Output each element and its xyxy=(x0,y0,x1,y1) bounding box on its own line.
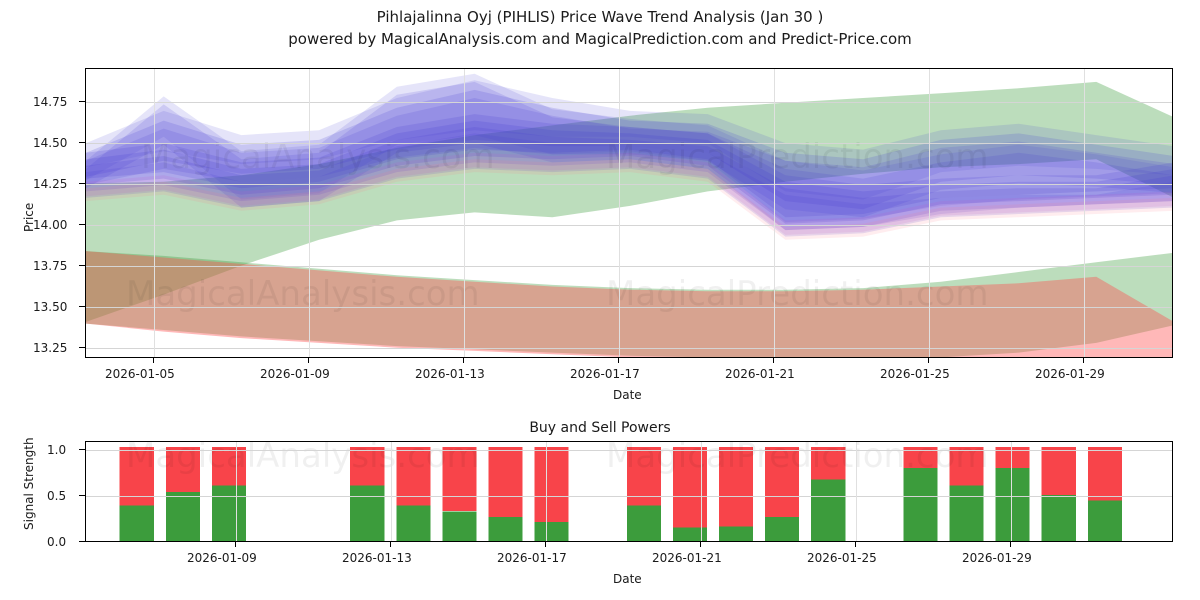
xtick-mark xyxy=(390,542,391,547)
gridline-v xyxy=(236,442,237,541)
xtick-mark xyxy=(545,542,546,547)
signal-strength-axis-label: Signal Strength xyxy=(22,437,36,530)
xtick-mark xyxy=(1010,542,1011,547)
ytick-mark xyxy=(79,541,85,542)
powers-plot-area: MagicalAnalysis.com MagicalPrediction.co… xyxy=(85,441,1173,542)
powers-xtick-1: 2026-01-13 xyxy=(342,551,412,565)
powers-xtick-5: 2026-01-29 xyxy=(962,551,1032,565)
powers-xtick-4: 2026-01-25 xyxy=(807,551,877,565)
gridline-v xyxy=(929,69,930,357)
gridline-h xyxy=(86,496,1172,497)
ytick-mark xyxy=(79,142,85,143)
powers-xtick-0: 2026-01-09 xyxy=(187,551,257,565)
gridline-v xyxy=(774,69,775,357)
powers-xtick-2: 2026-01-17 xyxy=(497,551,567,565)
price-chart-panel: Price 14.75 14.50 14.25 14.00 13.75 13.5… xyxy=(22,68,1173,402)
price-xtick-1: 2026-01-09 xyxy=(260,367,330,381)
gridline-v xyxy=(154,69,155,357)
powers-xtick-3: 2026-01-21 xyxy=(652,551,722,565)
powers-ytick-1: 1.0 xyxy=(47,443,67,457)
gridline-v xyxy=(464,69,465,357)
powers-ytick-0-5: 0.5 xyxy=(47,489,67,503)
gridline-v xyxy=(309,69,310,357)
price-xtick-3: 2026-01-17 xyxy=(570,367,640,381)
xtick-mark xyxy=(618,358,619,363)
gridline-h xyxy=(86,307,1172,308)
ytick-mark xyxy=(79,224,85,225)
price-xtick-5: 2026-01-25 xyxy=(880,367,950,381)
page-subtitle: powered by MagicalAnalysis.com and Magic… xyxy=(288,30,912,48)
xtick-mark xyxy=(773,358,774,363)
ytick-mark xyxy=(79,101,85,102)
xtick-mark xyxy=(1083,358,1084,363)
gridline-v xyxy=(391,442,392,541)
xtick-mark xyxy=(855,542,856,547)
powers-chart-title: Buy and Sell Powers xyxy=(529,420,671,436)
xtick-mark xyxy=(235,542,236,547)
price-ytick-14-00: 14.00 xyxy=(33,218,68,232)
gridline-v xyxy=(856,442,857,541)
price-ytick-13-75: 13.75 xyxy=(33,259,68,273)
price-xaxis-label: Date xyxy=(613,388,642,402)
price-xtick-0: 2026-01-05 xyxy=(105,367,175,381)
gridline-v xyxy=(619,69,620,357)
xtick-mark xyxy=(928,358,929,363)
ytick-mark xyxy=(79,183,85,184)
price-ytick-14-25: 14.25 xyxy=(33,177,68,191)
price-xtick-4: 2026-01-21 xyxy=(725,367,795,381)
xtick-mark xyxy=(463,358,464,363)
price-ytick-13-50: 13.50 xyxy=(33,300,68,314)
gridline-h xyxy=(86,266,1172,267)
xtick-mark xyxy=(700,542,701,547)
xtick-mark xyxy=(308,358,309,363)
gridline-v xyxy=(546,442,547,541)
title-block: Pihlajalinna Oyj (PIHLIS) Price Wave Tre… xyxy=(0,6,1200,50)
gridline-v xyxy=(701,442,702,541)
price-xtick-6: 2026-01-29 xyxy=(1035,367,1105,381)
xtick-mark xyxy=(153,358,154,363)
gridline-h xyxy=(86,184,1172,185)
powers-bar-svg xyxy=(119,446,1122,541)
ytick-mark xyxy=(79,495,85,496)
gridline-h xyxy=(86,225,1172,226)
price-xtick-2: 2026-01-13 xyxy=(415,367,485,381)
price-plot-area: MagicalAnalysis.com MagicalPrediction.co… xyxy=(85,68,1173,358)
gridline-h xyxy=(86,143,1172,144)
gridline-v xyxy=(1011,442,1012,541)
price-ytick-14-75: 14.75 xyxy=(33,95,68,109)
gridline-h xyxy=(86,450,1172,451)
page-title: Pihlajalinna Oyj (PIHLIS) Price Wave Tre… xyxy=(376,8,824,26)
price-ytick-13-25: 13.25 xyxy=(33,341,68,355)
powers-ytick-0: 0.0 xyxy=(47,535,67,549)
ytick-mark xyxy=(79,306,85,307)
gridline-h xyxy=(86,102,1172,103)
ytick-mark xyxy=(79,265,85,266)
powers-xaxis-label: Date xyxy=(613,572,642,586)
price-ytick-14-50: 14.50 xyxy=(33,136,68,150)
ytick-mark xyxy=(79,449,85,450)
price-wave-svg xyxy=(86,73,1172,357)
gridline-v xyxy=(1084,69,1085,357)
gridline-h xyxy=(86,348,1172,349)
powers-chart-panel: Buy and Sell Powers Signal Strength 1.0 … xyxy=(0,405,1200,600)
ytick-mark xyxy=(79,347,85,348)
